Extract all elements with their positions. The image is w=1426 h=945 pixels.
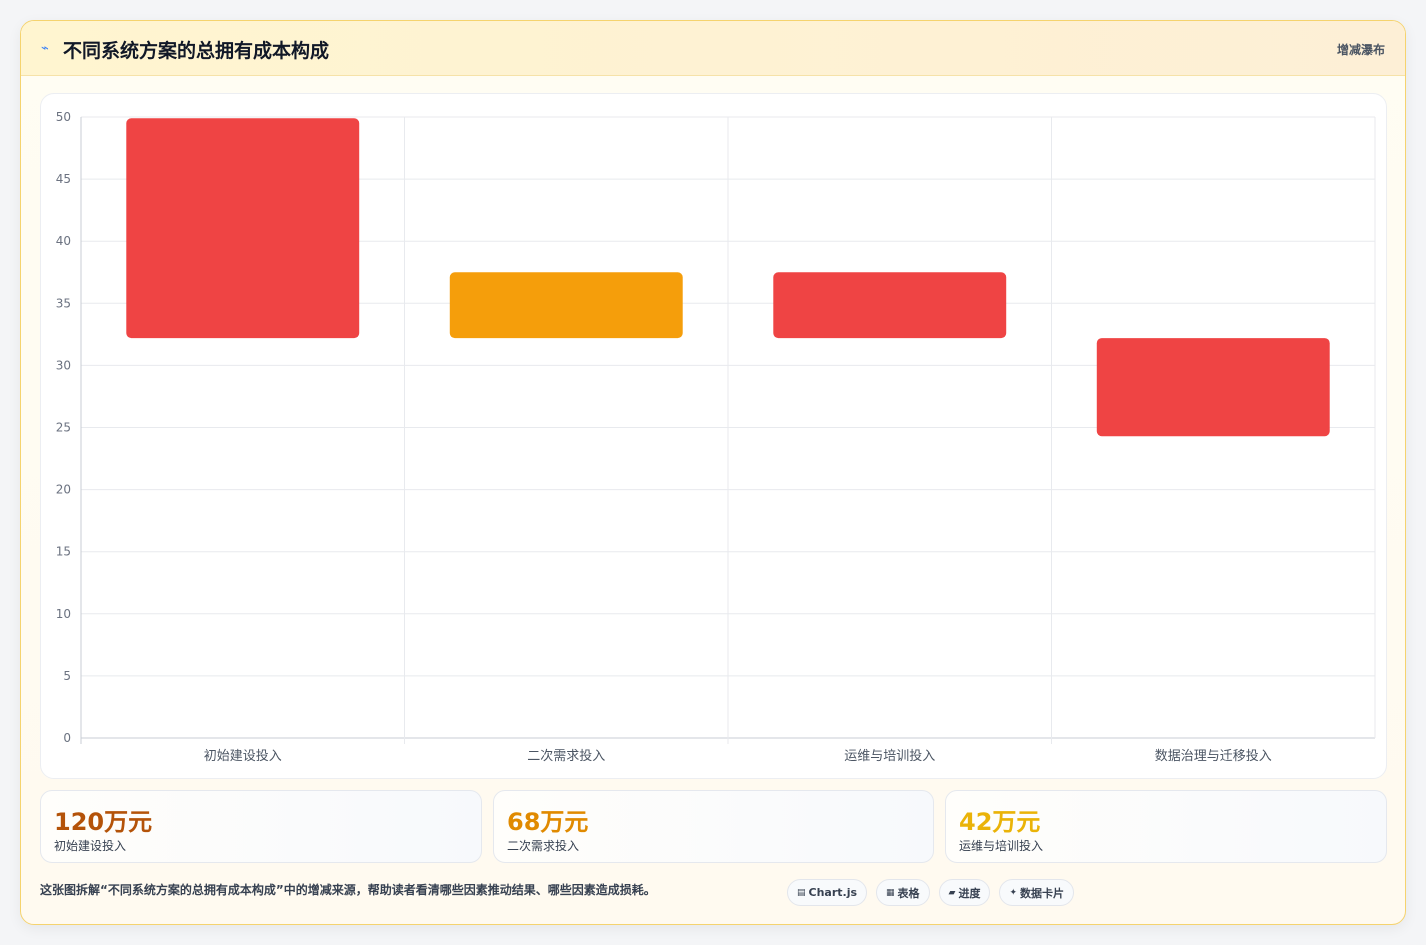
chart-description: 这张图拆解“不同系统方案的总拥有成本构成”中的增减来源，帮助读者看清哪些因素推动… bbox=[40, 883, 656, 897]
chip-table[interactable]: ▦ 表格 bbox=[876, 879, 930, 906]
y-tick-label: 40 bbox=[56, 234, 71, 248]
sparkline-icon: ⌁ bbox=[41, 41, 49, 56]
y-tick-label: 15 bbox=[56, 545, 71, 559]
chip-label: 数据卡片 bbox=[1020, 886, 1065, 900]
y-tick-label: 0 bbox=[63, 731, 71, 745]
waterfall-chart: 0 5 10 15 20 25 30 35 40 45 50 初始建设投入 二次需求投入 运维与培训投入 数… bbox=[56, 110, 1376, 764]
stat-card-ops: 42万元 运维与培训投入 bbox=[945, 790, 1387, 863]
y-tick-label: 35 bbox=[56, 296, 71, 310]
y-tick-label: 50 bbox=[56, 110, 71, 124]
bar-2 bbox=[773, 272, 1007, 339]
x-tick-label: 数据治理与迁移投入 bbox=[1155, 748, 1272, 764]
y-tick-label: 25 bbox=[56, 421, 71, 435]
y-tick-label: 45 bbox=[56, 172, 71, 186]
stat-card-initial: 120万元 初始建设投入 bbox=[40, 790, 482, 863]
chip-label: Chart.js bbox=[808, 886, 858, 899]
bar-1 bbox=[449, 272, 683, 339]
stat-value: 68万元 bbox=[507, 808, 589, 836]
y-tick-label: 5 bbox=[63, 669, 71, 683]
bar-3 bbox=[1096, 338, 1330, 437]
chart-card: ⌁ 不同系统方案的总拥有成本构成 增减瀑布 0 5 10 15 20 25 30 35 40 45… bbox=[20, 20, 1406, 925]
x-tick-label: 运维与培训投入 bbox=[844, 748, 935, 764]
x-tick-label: 初始建设投入 bbox=[204, 748, 282, 764]
chart-icon: ▤ bbox=[797, 887, 806, 898]
stat-card-secondary: 68万元 二次需求投入 bbox=[493, 790, 934, 863]
feature-chips: ▤ Chart.js ▦ 表格 ▰ 进度 ✦ 数据卡片 bbox=[787, 879, 1075, 906]
chart-area: 0 5 10 15 20 25 30 35 40 45 50 初始建设投入 二次需求投入 运维与培训投入 数… bbox=[40, 93, 1387, 779]
stat-value: 120万元 bbox=[54, 808, 153, 836]
bar-0 bbox=[126, 118, 360, 339]
chip-data-card[interactable]: ✦ 数据卡片 bbox=[999, 879, 1075, 906]
stat-label: 二次需求投入 bbox=[507, 839, 580, 853]
chip-label: 表格 bbox=[897, 886, 920, 900]
table-icon: ▦ bbox=[886, 887, 895, 898]
y-tick-label: 30 bbox=[56, 358, 71, 372]
card-icon: ✦ bbox=[1009, 887, 1018, 898]
y-tick-label: 20 bbox=[56, 483, 71, 497]
y-tick-label: 10 bbox=[56, 607, 71, 621]
stat-value: 42万元 bbox=[959, 808, 1041, 836]
card-header: ⌁ 不同系统方案的总拥有成本构成 增减瀑布 bbox=[21, 21, 1405, 76]
x-tick-label: 二次需求投入 bbox=[527, 748, 605, 764]
chart-title: 不同系统方案的总拥有成本构成 bbox=[63, 40, 330, 62]
chip-label: 进度 bbox=[958, 886, 981, 900]
chart-type-label: 增减瀑布 bbox=[1336, 43, 1385, 57]
chip-chartjs[interactable]: ▤ Chart.js bbox=[787, 879, 868, 906]
stat-label: 初始建设投入 bbox=[54, 839, 127, 853]
progress-icon: ▰ bbox=[948, 887, 956, 898]
stat-label: 运维与培训投入 bbox=[959, 839, 1044, 853]
chip-progress[interactable]: ▰ 进度 bbox=[938, 879, 991, 906]
